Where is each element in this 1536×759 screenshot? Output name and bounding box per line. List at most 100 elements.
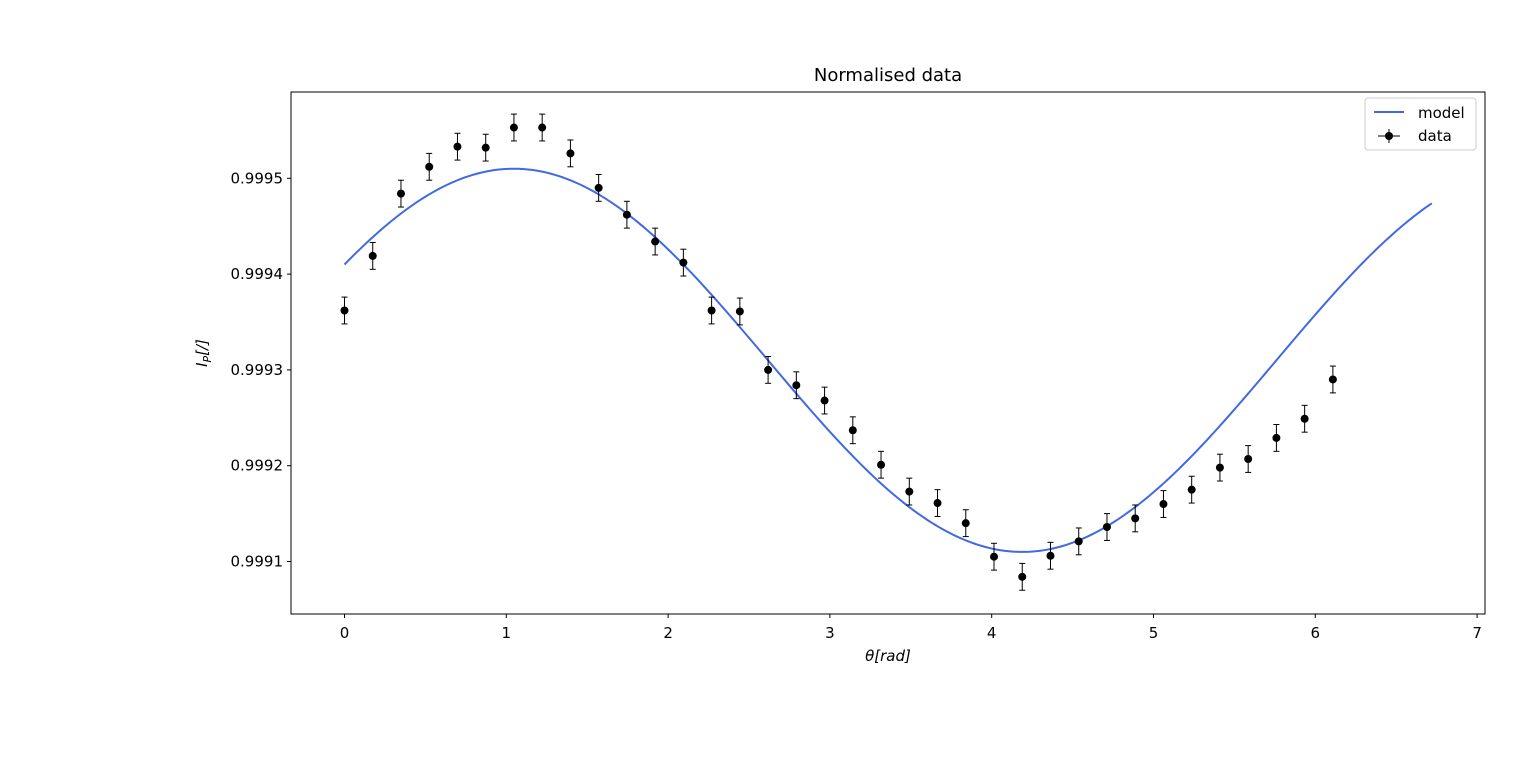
data-marker xyxy=(1131,514,1140,523)
data-marker xyxy=(1018,572,1027,581)
data-point xyxy=(453,132,462,161)
data-point xyxy=(1187,475,1196,504)
legend-data-label: data xyxy=(1418,127,1452,145)
data-point xyxy=(396,179,405,208)
data-point xyxy=(792,371,801,400)
data-marker xyxy=(340,306,349,315)
x-tick-label: 0 xyxy=(340,624,350,642)
data-point xyxy=(1102,513,1111,541)
y-axis-label-main: I xyxy=(193,362,211,367)
data-layer xyxy=(340,113,1337,591)
data-marker xyxy=(509,123,518,132)
y-axis: 0.9991 0.9992 0.9993 0.9994 0.9995 xyxy=(231,169,291,571)
x-tick-label: 7 xyxy=(1472,624,1482,642)
data-marker xyxy=(764,365,773,374)
plot-frame xyxy=(290,91,1486,615)
data-marker xyxy=(707,306,716,315)
x-tick-label: 2 xyxy=(663,624,673,642)
data-marker xyxy=(792,381,801,390)
data-point xyxy=(961,509,970,538)
data-marker xyxy=(1046,551,1055,560)
data-point xyxy=(707,296,716,325)
data-marker xyxy=(877,460,886,469)
legend-data-swatch xyxy=(1378,129,1400,143)
data-marker xyxy=(1102,523,1111,532)
data-marker xyxy=(1187,485,1196,494)
data-point xyxy=(905,477,914,506)
data-point xyxy=(481,133,490,162)
y-tick-label: 0.9993 xyxy=(231,361,284,379)
data-marker xyxy=(594,183,603,192)
data-point xyxy=(425,152,434,181)
data-point xyxy=(1272,424,1281,452)
data-marker xyxy=(1159,500,1168,509)
data-marker xyxy=(990,552,999,561)
data-marker xyxy=(1300,414,1309,423)
data-point xyxy=(368,241,377,270)
data-point xyxy=(848,416,857,445)
data-marker xyxy=(396,189,405,198)
data-point xyxy=(1328,365,1337,394)
data-marker xyxy=(905,487,914,496)
model-line xyxy=(343,167,1433,553)
data-point xyxy=(933,489,942,517)
data-marker xyxy=(1215,463,1224,472)
y-axis-label-unit: [/] xyxy=(193,339,211,356)
chart-title: Normalised data xyxy=(814,65,962,86)
data-marker xyxy=(820,396,829,405)
data-marker xyxy=(1244,454,1253,463)
data-point xyxy=(877,450,886,479)
x-tick-label: 1 xyxy=(502,624,512,642)
data-point xyxy=(509,113,518,142)
y-tick-label: 0.9994 xyxy=(231,265,284,283)
y-tick-label: 0.9995 xyxy=(231,169,284,187)
data-point xyxy=(1131,504,1140,533)
data-marker xyxy=(651,237,660,246)
data-marker xyxy=(1328,375,1337,384)
x-axis-label: θ[rad] xyxy=(865,647,911,665)
data-marker xyxy=(425,162,434,171)
data-marker xyxy=(453,142,462,151)
data-point xyxy=(566,139,575,168)
y-axis-label: IP[/] xyxy=(193,339,214,367)
model-layer xyxy=(343,167,1433,553)
data-point xyxy=(764,355,773,384)
data-point xyxy=(1300,404,1309,433)
legend: model data xyxy=(1364,97,1477,151)
data-point xyxy=(594,173,603,202)
x-tick-label: 5 xyxy=(1149,624,1159,642)
data-marker xyxy=(1074,537,1083,546)
data-marker xyxy=(961,519,970,528)
data-marker xyxy=(566,149,575,158)
data-point xyxy=(1046,541,1055,570)
data-point xyxy=(1215,453,1224,482)
data-point xyxy=(538,113,547,142)
y-tick-label: 0.9992 xyxy=(231,457,284,475)
data-point xyxy=(1159,490,1168,518)
data-point xyxy=(622,200,631,229)
y-tick-label: 0.9991 xyxy=(231,553,284,571)
data-point xyxy=(651,227,660,256)
data-marker xyxy=(538,123,547,132)
x-tick-label: 3 xyxy=(825,624,835,642)
data-point xyxy=(990,542,999,571)
data-marker xyxy=(368,251,377,260)
data-point xyxy=(1244,445,1253,473)
data-marker xyxy=(933,499,942,508)
data-marker xyxy=(679,258,688,267)
data-point xyxy=(735,297,744,326)
data-point xyxy=(340,296,349,325)
data-marker xyxy=(735,307,744,316)
data-point xyxy=(1074,527,1083,556)
data-point xyxy=(820,386,829,415)
data-marker xyxy=(622,210,631,219)
legend-model-label: model xyxy=(1418,104,1465,122)
data-point xyxy=(1018,562,1027,591)
data-marker xyxy=(481,143,490,152)
x-tick-label: 6 xyxy=(1311,624,1321,642)
x-axis: 0 1 2 3 4 5 6 7 xyxy=(340,614,1482,642)
y-axis-label-subscript: P xyxy=(201,355,214,362)
data-point xyxy=(679,248,688,277)
data-marker xyxy=(848,426,857,435)
